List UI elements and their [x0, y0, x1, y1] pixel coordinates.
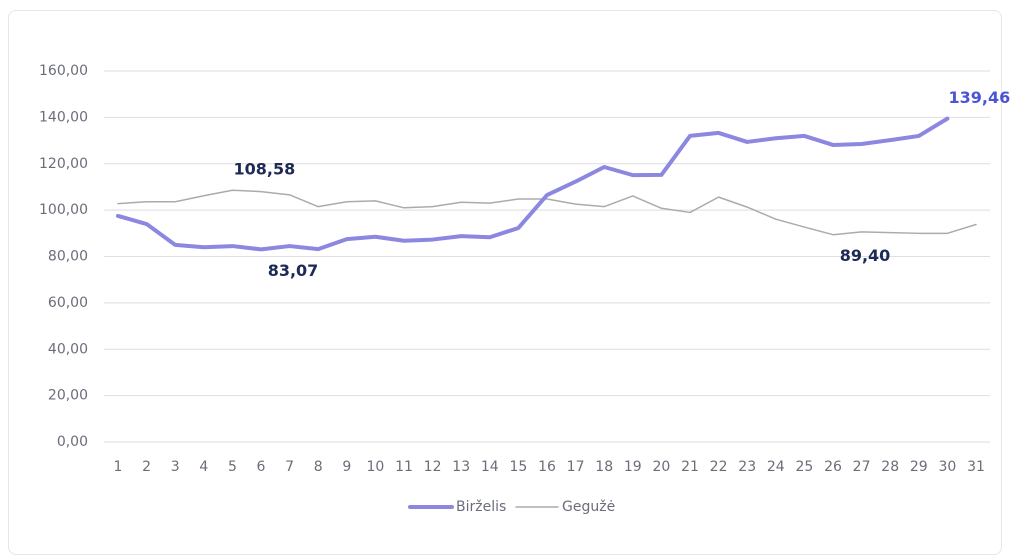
- x-tick-label: 4: [199, 459, 208, 475]
- y-tick-label: 80,00: [48, 249, 88, 265]
- x-tick-label: 10: [366, 459, 384, 475]
- x-tick-label: 20: [652, 459, 670, 475]
- x-tick-label: 25: [795, 459, 813, 475]
- x-tick-label: 11: [395, 459, 413, 475]
- x-tick-label: 17: [567, 459, 585, 475]
- x-tick-label: 26: [824, 459, 842, 475]
- legend-label: Gegužė: [562, 499, 615, 515]
- x-tick-label: 7: [285, 459, 294, 475]
- y-tick-label: 120,00: [39, 156, 88, 172]
- line-series: [116, 116, 950, 252]
- x-tick-label: 2: [142, 459, 151, 475]
- value-label: 139,46: [949, 88, 1011, 107]
- line-series: [117, 189, 977, 236]
- y-tick-label: 40,00: [48, 341, 88, 357]
- x-tick-label: 14: [481, 459, 499, 475]
- x-tick-label: 9: [342, 459, 351, 475]
- x-tick-label: 23: [738, 459, 756, 475]
- x-tick-label: 16: [538, 459, 556, 475]
- y-tick-label: 0,00: [57, 434, 88, 450]
- value-label: 83,07: [268, 261, 319, 280]
- y-tick-label: 20,00: [48, 388, 88, 404]
- x-tick-label: 15: [509, 459, 527, 475]
- x-tick-label: 12: [424, 459, 442, 475]
- x-tick-label: 21: [681, 459, 699, 475]
- x-tick-label: 6: [257, 459, 266, 475]
- x-tick-label: 28: [881, 459, 899, 475]
- y-tick-label: 140,00: [39, 109, 88, 125]
- x-tick-label: 22: [710, 459, 728, 475]
- x-tick-label: 8: [314, 459, 323, 475]
- y-tick-label: 60,00: [48, 295, 88, 311]
- x-tick-label: 5: [228, 459, 237, 475]
- x-tick-label: 31: [967, 459, 985, 475]
- x-tick-label: 30: [938, 459, 956, 475]
- y-tick-label: 100,00: [39, 202, 88, 218]
- x-tick-label: 13: [452, 459, 470, 475]
- value-label: 89,40: [840, 246, 891, 265]
- x-tick-label: 18: [595, 459, 613, 475]
- x-tick-label: 19: [624, 459, 642, 475]
- value-label: 108,58: [234, 160, 296, 179]
- x-tick-label: 1: [114, 459, 123, 475]
- x-tick-label: 29: [910, 459, 928, 475]
- x-tick-label: 27: [853, 459, 871, 475]
- x-tick-label: 24: [767, 459, 785, 475]
- x-tick-label: 3: [171, 459, 180, 475]
- legend-label: Birželis: [456, 499, 506, 515]
- y-tick-label: 160,00: [39, 63, 88, 79]
